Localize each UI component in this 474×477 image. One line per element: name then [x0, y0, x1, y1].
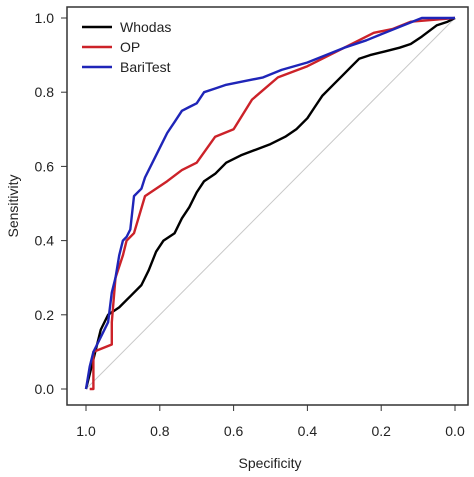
x-tick-label: 0.8 — [150, 423, 170, 439]
y-axis-label: Sensitivity — [5, 174, 21, 237]
x-axis: 1.0 0.8 0.6 0.4 0.2 0.0 — [76, 405, 465, 439]
legend-label-whodas: Whodas — [120, 19, 171, 35]
reference-line-layer — [85, 17, 456, 390]
y-tick-label: 0.6 — [35, 158, 55, 174]
y-tick-label: 0.4 — [35, 233, 55, 249]
chance-diagonal-line — [85, 17, 456, 390]
x-tick-label: 0.4 — [298, 423, 318, 439]
series-line-whodas — [84, 16, 456, 390]
x-axis-label: Specificity — [238, 455, 301, 471]
plot-frame — [66, 6, 469, 406]
legend-label-baritest: BariTest — [120, 59, 171, 75]
legend: Whodas OP BariTest — [82, 19, 171, 75]
legend-label-op: OP — [120, 39, 140, 55]
series-line-op — [89, 16, 456, 391]
x-tick-label: 0.6 — [224, 423, 244, 439]
series-line-baritest — [84, 16, 455, 390]
x-tick-label: 0.0 — [445, 423, 465, 439]
y-tick-label: 0.8 — [35, 84, 55, 100]
series-layer — [84, 16, 456, 391]
x-tick-label: 0.2 — [371, 423, 391, 439]
x-tick-label: 1.0 — [76, 423, 96, 439]
y-tick-label: 1.0 — [35, 10, 55, 26]
y-tick-label: 0.0 — [35, 381, 55, 397]
y-tick-label: 0.2 — [35, 307, 55, 323]
y-axis: 0.0 0.2 0.4 0.6 0.8 1.0 — [35, 10, 67, 397]
